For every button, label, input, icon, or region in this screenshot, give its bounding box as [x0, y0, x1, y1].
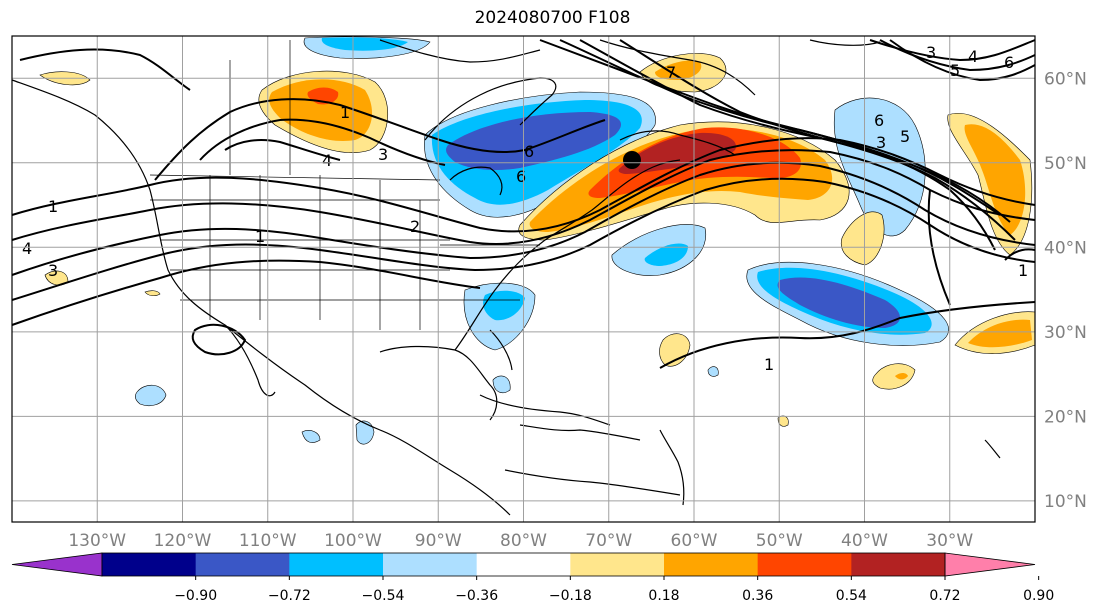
colorbar-segment	[570, 553, 665, 576]
contour-label: 5	[900, 127, 910, 146]
latitude-tick-label: 60°N	[1044, 69, 1087, 89]
colorbar-segment	[383, 553, 478, 576]
colorbar-segment	[757, 553, 852, 576]
contour-label: 6	[524, 142, 534, 161]
colorbar-extend-low	[11, 552, 103, 577]
longitude-tick-label: 120°W	[154, 531, 212, 551]
latitude-tick-label: 40°N	[1044, 238, 1087, 258]
colorbar-segment	[195, 553, 290, 576]
longitude-tick-label: 60°W	[671, 531, 718, 551]
latitude-ticks: 60°N 50°N 40°N 30°N 20°N 10°N	[1044, 69, 1087, 512]
map-frame	[11, 35, 1036, 523]
contour-label: 6	[516, 167, 526, 186]
longitude-tick-label: 80°W	[500, 531, 547, 551]
contour-label: 4	[968, 47, 978, 66]
colorbar-segment	[664, 553, 759, 576]
colorbar: −0.90 −0.72 −0.54 −0.36 −0.18 0.18 0.36 0.54 0.7…	[11, 552, 1054, 604]
contour-label: 1	[764, 355, 774, 374]
colorbar-segment	[851, 553, 946, 576]
contour-label: 2	[410, 217, 420, 236]
longitude-ticks: 130°W 120°W 110°W 100°W 90°W 80°W 70°W 60°W 50°W…	[68, 531, 973, 551]
storm-center-marker	[623, 151, 641, 169]
contour-label: 4	[322, 151, 332, 170]
contour-label: 1	[340, 103, 350, 122]
contour-label: 3	[378, 145, 388, 164]
contour-label: 3	[876, 133, 886, 152]
colorbar-level-label: 0.72	[929, 588, 960, 604]
colorbar-level-label: −0.18	[549, 588, 592, 604]
latitude-tick-label: 50°N	[1044, 154, 1087, 174]
latitude-tick-label: 20°N	[1044, 407, 1087, 427]
latitude-tick-label: 10°N	[1044, 492, 1087, 512]
contour-label: 6	[1004, 53, 1014, 72]
longitude-tick-label: 100°W	[324, 531, 382, 551]
colorbar-level-label: −0.72	[268, 588, 311, 604]
longitude-tick-label: 110°W	[239, 531, 297, 551]
colorbar-segment	[289, 553, 384, 576]
colorbar-level-label: −0.90	[174, 588, 217, 604]
contour-label: 5	[950, 61, 960, 80]
colorbar-extend-high	[944, 552, 1036, 577]
colorbar-segment	[476, 553, 571, 576]
colorbar-level-label: −0.36	[455, 588, 498, 604]
longitude-tick-label: 130°W	[68, 531, 126, 551]
contour-label: 1	[255, 227, 265, 246]
contour-label: 3	[926, 43, 936, 62]
gridlines	[12, 36, 1035, 522]
contour-label: 6	[874, 111, 884, 130]
colorbar-level-label: 0.36	[742, 588, 773, 604]
colorbar-segment	[102, 553, 197, 576]
borders	[149, 40, 540, 330]
colorbar-level-label: 0.18	[648, 588, 679, 604]
contour-label: 4	[22, 239, 32, 258]
colorbar-level-label: −0.54	[362, 588, 405, 604]
colorbar-level-label: 0.54	[836, 588, 867, 604]
contour-label: 7	[666, 63, 676, 82]
contour-label: 1	[1018, 261, 1028, 280]
colorbar-outline	[101, 552, 946, 577]
map-title: 2024080700 F108	[474, 8, 631, 28]
contour-label: 1	[48, 197, 58, 216]
coastlines	[11, 39, 1001, 516]
colorbar-level-label: 0.90	[1023, 588, 1054, 604]
latitude-tick-label: 30°N	[1044, 323, 1087, 343]
longitude-tick-label: 50°W	[756, 531, 803, 551]
longitude-tick-label: 70°W	[585, 531, 632, 551]
contour-label: 3	[48, 261, 58, 280]
longitude-tick-label: 30°W	[926, 531, 973, 551]
longitude-tick-label: 90°W	[415, 531, 462, 551]
contour-labels: 1 1 3 4 4 3 1 2 6 6 6 5 3 4 6 5 3 1 1 7	[22, 43, 1028, 374]
longitude-tick-label: 40°W	[841, 531, 888, 551]
